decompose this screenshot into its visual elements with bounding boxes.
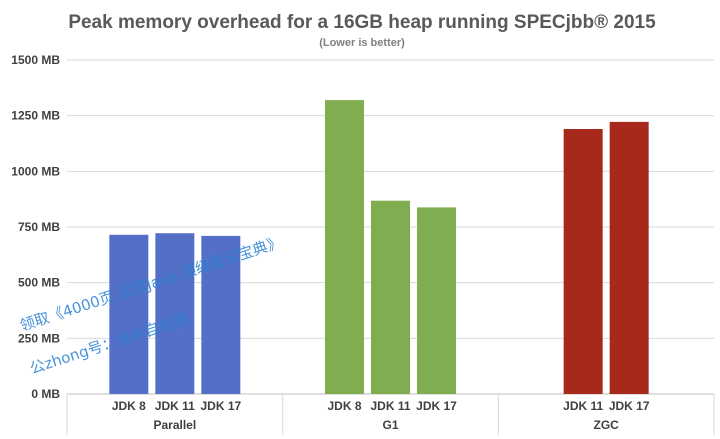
x-category-label: JDK 11 [155,399,195,413]
x-group-label: Parallel [153,418,196,432]
bar-zgc-jdk-11 [563,129,603,394]
bar-series [109,100,649,394]
x-group-label: G1 [382,418,398,432]
bar-parallel-jdk-17 [201,235,241,394]
y-tick-label: 1000 MB [11,164,60,178]
x-group-label: ZGC [593,418,619,432]
bar-g1-jdk-8 [325,100,364,394]
chart-title: Peak memory overhead for a 16GB heap run… [68,12,656,33]
x-category-label: JDK 11 [563,399,603,413]
y-tick-label: 250 MB [18,331,60,345]
watermark: 领取《4000页 尼恩Java 顶级面试宝典》 公zhong号：技术自由圈 [18,233,285,378]
bar-g1-jdk-17 [417,207,456,394]
bar-zgc-jdk-17 [609,121,649,394]
x-category-label: JDK 17 [416,399,457,413]
y-axis: 0 MB 250 MB 500 MB 750 MB 1000 MB 1250 MB 1500… [11,53,60,401]
x-category-label: JDK 8 [327,399,361,413]
y-tick-label: 750 MB [18,220,60,234]
bar-g1-jdk-11 [371,200,410,394]
bar-parallel-jdk-8 [109,234,149,394]
y-tick-label: 0 MB [31,387,60,401]
x-category-label: JDK 11 [370,399,410,413]
x-category-label: JDK 17 [609,399,650,413]
chart-subtitle: (Lower is better) [319,37,405,49]
bar-parallel-jdk-11 [155,233,195,394]
y-tick-label: 500 MB [18,276,60,290]
x-category-label: JDK 8 [112,399,146,413]
x-category-label: JDK 17 [200,399,241,413]
y-tick-label: 1250 MB [11,109,60,123]
y-tick-label: 1500 MB [11,53,60,67]
x-axis: JDK 8 JDK 11 JDK 17 Parallel JDK 8 JDK 11 JDK … [66,394,715,435]
